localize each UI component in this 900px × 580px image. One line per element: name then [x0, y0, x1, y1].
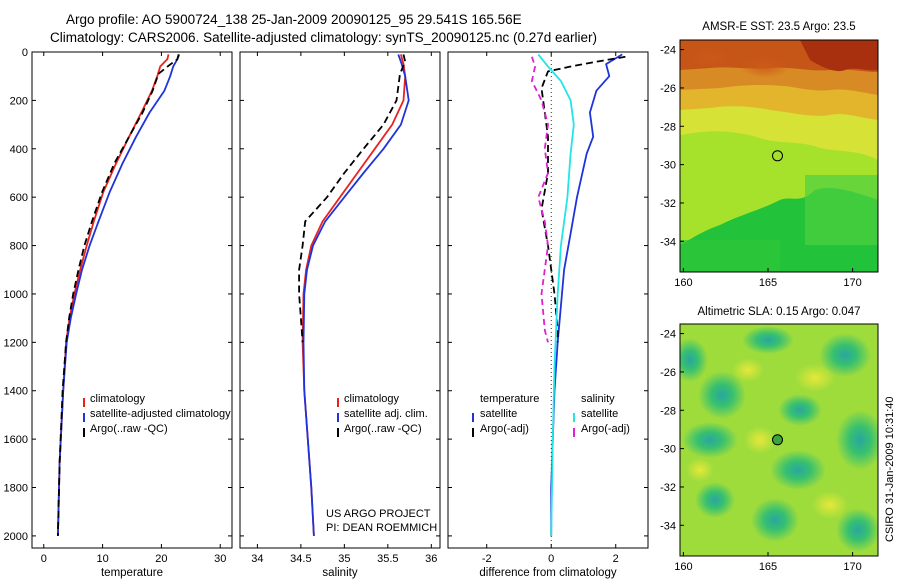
salinity-axes-frame: [239, 51, 441, 549]
altimetric-sla-lat-tick-label: -26: [660, 367, 676, 379]
sla-map-axes: 160 165 170 -24 -26 -28 -30 -32 -34: [660, 329, 862, 573]
legend-label-climatology: climatology: [344, 393, 400, 405]
amsre-sst-lat-tick-label: -24: [660, 45, 676, 57]
temperature-profile-panel: 0 10 20 30 0 200 400 600 800 1000 1200 1400 1600 1800…: [4, 47, 233, 579]
amsre-sst-lat-tick-label: -26: [660, 83, 676, 95]
altimetric-sla-lat-tick-label: -24: [660, 329, 676, 341]
sst-argo-float-marker: [772, 150, 783, 162]
difference-x-tick-label: -2: [482, 553, 492, 565]
depth-tick-label: 400: [10, 144, 28, 156]
sla-map-title: Altimetric SLA: 0.15 Argo: 0.047: [697, 306, 860, 318]
series-line-argo-raw-qc-: [57, 54, 180, 536]
amsre-sst-lon-tick-label: 165: [759, 277, 777, 289]
depth-tick-label: 2000: [4, 531, 28, 543]
amsre-sst-lat-tick-label: -32: [660, 198, 676, 210]
series-line-temperature-argo-adj-: [540, 55, 626, 343]
series-line-salinity-argo-adj-: [531, 56, 549, 343]
altimetric-sla-lon-tick-label: 170: [843, 561, 861, 573]
salinity-x-axis-label: salinity: [322, 567, 357, 579]
series-line-argo-raw-qc-: [298, 54, 407, 343]
legend-label-salt-satellite: satellite: [581, 408, 618, 420]
temperature-x-axis-label: temperature: [101, 567, 163, 579]
amsre-sst-lat-tick-label: -30: [660, 160, 676, 172]
altimetric-sla-lon-tick-label: 160: [674, 561, 692, 573]
sst-map-frame: [679, 39, 879, 273]
legend-label-argo: Argo(..raw -QC): [90, 423, 168, 435]
difference-x-axis-label: difference from climatology: [479, 567, 616, 579]
legend-label-temp-argo: Argo(-adj): [480, 423, 529, 435]
temperature-x-tick-label: 0: [41, 553, 47, 565]
temperature-legend: climatology satellite-adjusted climatolo…: [83, 393, 231, 437]
sla-map-frame: [679, 323, 879, 557]
sst-map-axes: 160 165 170 -24 -26 -28 -30 -32 -34: [660, 45, 862, 289]
depth-tick-label: 800: [10, 241, 28, 253]
depth-tick-label: 0: [22, 47, 28, 59]
salinity-x-tick-label: 34.5: [290, 553, 311, 565]
sla-argo-float-marker: [772, 434, 783, 446]
sst-map-title: AMSR-E SST: 23.5 Argo: 23.5: [702, 21, 855, 33]
depth-tick-label: 1400: [4, 386, 28, 398]
legend-heading-temperature: temperature: [480, 393, 539, 405]
legend-label-temp-satellite: satellite: [480, 408, 517, 420]
depth-tick-label: 600: [10, 192, 28, 204]
sst-map-panel: AMSR-E SST: 23.5 Argo: 23.5 160 165 170 -24…: [660, 21, 879, 289]
depth-tick-label: 1800: [4, 483, 28, 495]
salinity-x-tick-label: 35.5: [377, 553, 398, 565]
temperature-x-tick-label: 20: [155, 553, 167, 565]
difference-x-tick-label: 0: [548, 553, 554, 565]
figure-title-line2: Climatology: CARS2006. Satellite-adjuste…: [50, 30, 597, 45]
temperature-axes-frame: [31, 51, 233, 549]
altimetric-sla-lat-tick-label: -32: [660, 482, 676, 494]
csiro-timestamp: CSIRO 31-Jan-2009 10:31:40: [884, 396, 896, 542]
amsre-sst-lon-tick-label: 160: [674, 277, 692, 289]
sst-heatmap: [680, 40, 878, 272]
legend-label-satellite-adj: satellite adj. clim.: [344, 408, 428, 420]
salinity-x-tick-label: 35: [338, 553, 350, 565]
series-line-satellite-adj-clim-: [302, 54, 410, 536]
figure-title-line1: Argo profile: AO 5900724_138 25-Jan-2009…: [66, 12, 522, 27]
amsre-sst-lat-tick-label: -28: [660, 121, 676, 133]
salinity-x-tick-label: 36: [425, 553, 437, 565]
sla-heatmap: [680, 324, 878, 556]
sla-map-panel: Altimetric SLA: 0.15 Argo: 0.047 160 165 1…: [660, 306, 879, 573]
difference-legend: temperature satellite Argo(-adj) salinit…: [472, 393, 630, 437]
altimetric-sla-lat-tick-label: -34: [660, 520, 676, 532]
salinity-profile-panel: 34 34.5 35 35.5 36 salinity: [239, 51, 441, 579]
series-line-salinity-satellite: [537, 53, 575, 536]
legend-label-salt-argo: Argo(-adj): [581, 423, 630, 435]
legend-label-climatology: climatology: [90, 393, 146, 405]
amsre-sst-lon-tick-label: 170: [843, 277, 861, 289]
salinity-x-tick-label: 34: [251, 553, 263, 565]
difference-x-tick-label: 2: [613, 553, 619, 565]
depth-tick-label: 1600: [4, 434, 28, 446]
altimetric-sla-lat-tick-label: -30: [660, 444, 676, 456]
altimetric-sla-lat-tick-label: -28: [660, 405, 676, 417]
legend-label-argo: Argo(..raw -QC): [344, 423, 422, 435]
temperature-x-tick-label: 10: [96, 553, 108, 565]
altimetric-sla-lon-tick-label: 165: [759, 561, 777, 573]
temperature-x-tick-label: 30: [214, 553, 226, 565]
amsre-sst-lat-tick-label: -34: [660, 236, 676, 248]
salinity-legend: climatology satellite adj. clim. Argo(..…: [337, 393, 428, 437]
credit-project: US ARGO PROJECT: [326, 508, 431, 520]
credit-pi: PI: DEAN ROEMMICH: [326, 522, 437, 534]
depth-tick-label: 200: [10, 95, 28, 107]
depth-tick-label: 1200: [4, 337, 28, 349]
depth-tick-label: 1000: [4, 289, 28, 301]
difference-profile-panel: -2 0 2 difference from climatology: [447, 51, 649, 579]
legend-heading-salinity: salinity: [581, 393, 615, 405]
legend-label-satellite-adjusted: satellite-adjusted climatology: [90, 408, 231, 420]
